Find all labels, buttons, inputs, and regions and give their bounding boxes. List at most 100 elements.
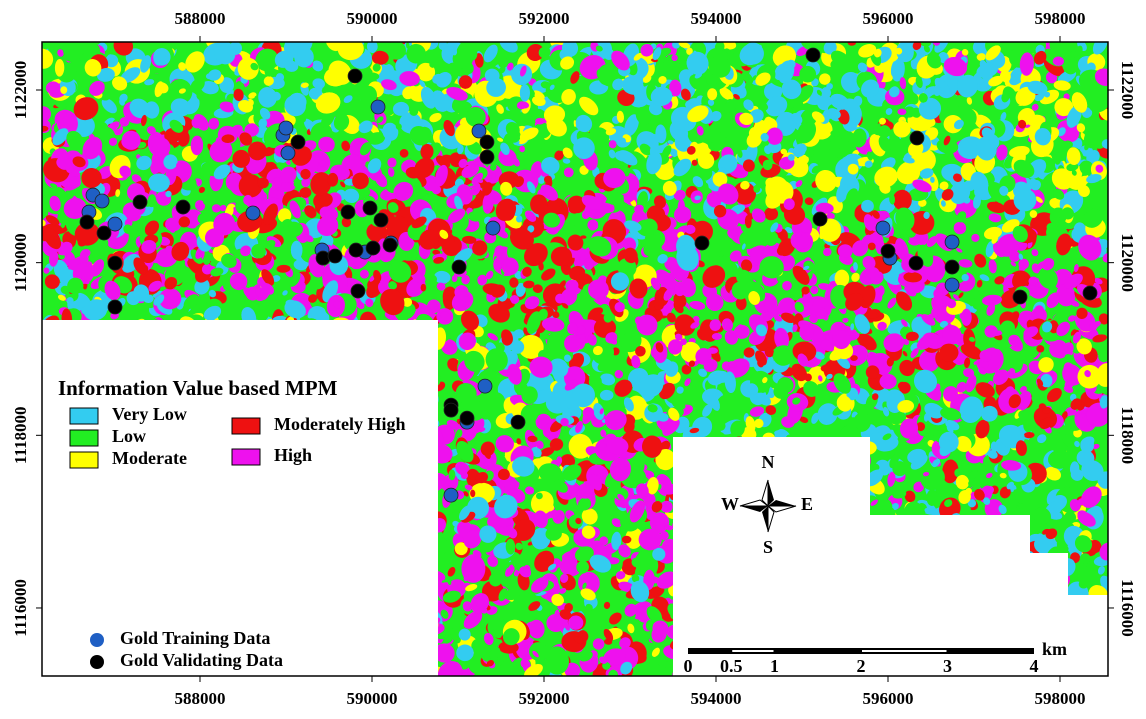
raster-patch <box>114 321 136 343</box>
raster-patch <box>224 542 235 554</box>
raster-patch <box>142 583 175 616</box>
raster-patch <box>344 458 353 466</box>
raster-patch <box>306 611 333 638</box>
raster-patch <box>378 498 399 521</box>
raster-patch <box>324 474 332 482</box>
raster-patch <box>376 377 403 406</box>
raster-patch <box>751 567 763 579</box>
raster-patch <box>730 538 739 552</box>
raster-patch <box>844 472 862 491</box>
raster-patch <box>71 479 87 500</box>
raster-patch <box>41 653 54 665</box>
raster-patch <box>408 394 420 407</box>
raster-patch <box>251 482 276 507</box>
raster-patch <box>390 641 405 666</box>
raster-patch <box>427 340 432 347</box>
raster-patch <box>1096 658 1117 681</box>
raster-patch <box>351 484 366 493</box>
raster-patch <box>730 586 744 600</box>
raster-patch <box>248 511 266 529</box>
raster-patch <box>387 656 412 683</box>
raster-patch <box>674 485 698 507</box>
raster-patch <box>290 488 306 504</box>
raster-patch <box>866 584 879 599</box>
raster-patch <box>75 481 109 513</box>
raster-patch <box>361 626 388 653</box>
raster-patch <box>47 316 80 349</box>
raster-patch <box>1056 611 1069 624</box>
raster-patch <box>941 548 961 573</box>
raster-patch <box>376 454 392 468</box>
raster-patch <box>251 343 264 358</box>
raster-patch <box>815 436 835 457</box>
raster-patch <box>714 465 722 474</box>
raster-patch <box>300 663 317 681</box>
raster-patch <box>292 657 317 676</box>
raster-patch <box>415 450 435 471</box>
raster-patch <box>39 452 51 464</box>
raster-patch <box>74 493 97 509</box>
raster-patch <box>850 548 861 560</box>
raster-patch <box>186 507 203 518</box>
raster-patch <box>731 454 753 473</box>
raster-patch <box>917 588 929 600</box>
raster-patch <box>1001 627 1023 647</box>
raster-patch <box>431 501 438 510</box>
raster-patch <box>241 501 263 519</box>
raster-patch <box>42 622 66 647</box>
raster-patch <box>155 605 180 630</box>
raster-patch <box>963 611 980 627</box>
raster-patch <box>38 580 55 596</box>
raster-patch <box>413 506 427 520</box>
raster-patch <box>283 334 303 354</box>
raster-patch <box>101 597 108 603</box>
raster-patch <box>398 632 418 651</box>
raster-patch <box>86 355 107 375</box>
raster-patch <box>91 613 107 623</box>
raster-patch <box>998 652 1022 674</box>
raster-patch <box>55 477 79 504</box>
raster-patch <box>213 327 238 350</box>
raster-patch <box>332 537 341 546</box>
raster-patch <box>715 528 743 556</box>
raster-patch <box>868 538 875 544</box>
raster-patch <box>165 613 179 628</box>
raster-patch <box>999 667 1009 677</box>
raster-patch <box>863 551 888 577</box>
raster-patch <box>156 582 175 597</box>
raster-patch <box>162 336 181 355</box>
raster-patch <box>996 535 1011 550</box>
raster-patch <box>247 356 270 377</box>
raster-patch <box>117 594 129 606</box>
raster-patch <box>193 568 203 578</box>
raster-patch <box>739 523 763 547</box>
raster-patch <box>966 575 980 591</box>
raster-patch <box>175 484 184 491</box>
raster-patch <box>895 622 911 636</box>
raster-patch <box>714 533 742 560</box>
raster-patch <box>162 479 176 491</box>
raster-patch <box>266 340 281 355</box>
raster-patch <box>298 586 326 611</box>
raster-patch <box>1007 566 1029 588</box>
raster-patch <box>382 512 390 520</box>
raster-patch <box>49 461 62 474</box>
raster-patch <box>197 403 205 413</box>
raster-patch <box>427 512 440 525</box>
raster-patch <box>416 409 421 416</box>
raster-patch <box>729 476 736 484</box>
raster-patch <box>114 501 132 519</box>
raster-patch <box>814 576 828 589</box>
raster-patch <box>261 473 280 492</box>
raster-patch <box>707 455 725 474</box>
raster-patch <box>119 563 132 578</box>
raster-patch <box>991 593 1002 603</box>
raster-patch <box>72 543 93 564</box>
raster-patch <box>176 601 204 625</box>
raster-patch <box>674 474 694 493</box>
raster-patch <box>62 579 74 589</box>
raster-patch <box>83 626 92 634</box>
raster-patch <box>958 553 978 574</box>
raster-patch <box>252 323 268 339</box>
raster-patch <box>696 632 706 642</box>
